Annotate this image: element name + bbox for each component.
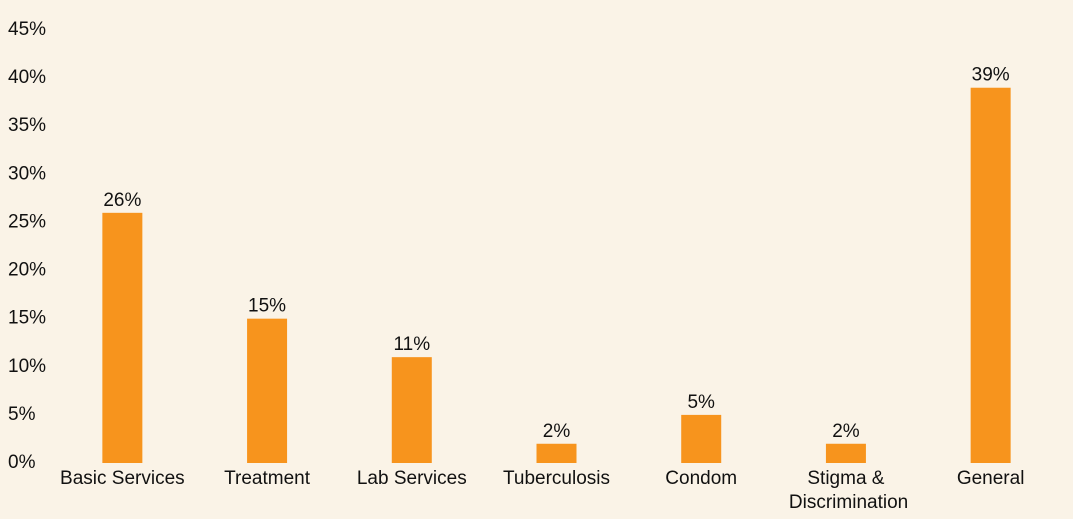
y-tick-label: 40%	[8, 67, 46, 88]
x-tick-label: Basic Services	[60, 468, 185, 489]
bar	[970, 87, 1011, 463]
bar	[825, 443, 866, 463]
y-tick-label: 15%	[8, 308, 46, 329]
data-label: 15%	[248, 296, 286, 317]
data-label: 2%	[832, 421, 860, 442]
y-tick-label: 0%	[8, 452, 36, 473]
y-tick-label: 45%	[8, 19, 46, 40]
x-tick-label: Lab Services	[357, 468, 467, 489]
data-label: 5%	[687, 392, 715, 413]
data-label: 11%	[393, 334, 430, 355]
data-label: 26%	[103, 190, 141, 211]
bar	[247, 318, 288, 463]
data-label: 39%	[972, 65, 1010, 86]
y-tick-label: 25%	[8, 211, 46, 232]
x-tick-label: General	[957, 468, 1025, 489]
y-tick-label: 35%	[8, 115, 46, 136]
bar	[536, 443, 577, 463]
bar	[681, 414, 722, 463]
y-tick-label: 20%	[8, 260, 46, 281]
y-tick-label: 5%	[8, 404, 36, 425]
x-tick-label: Stigma & Discrimination	[784, 468, 909, 513]
bar	[391, 357, 432, 463]
x-tick-label: Condom	[665, 468, 737, 489]
x-tick-label: Treatment	[224, 468, 311, 489]
bar	[102, 212, 143, 463]
y-tick-label: 10%	[8, 356, 46, 377]
x-tick-label: Tuberculosis	[503, 468, 610, 489]
data-label: 2%	[543, 421, 571, 442]
y-tick-label: 30%	[8, 163, 46, 184]
